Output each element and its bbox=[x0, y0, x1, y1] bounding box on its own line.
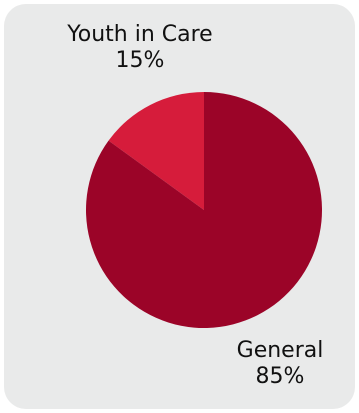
pie-slice-youth-in-care bbox=[108, 92, 204, 210]
slice-label-general: General 85% bbox=[200, 338, 359, 390]
slice-label-youth-in-care: Youth in Care 15% bbox=[30, 22, 250, 74]
slice-value-youth-in-care: 15% bbox=[115, 48, 165, 73]
slice-category-general: General bbox=[236, 338, 324, 363]
pie-slice-general bbox=[86, 92, 323, 328]
slice-category-youth-in-care: Youth in Care bbox=[67, 22, 213, 47]
slice-value-general: 85% bbox=[255, 364, 305, 389]
